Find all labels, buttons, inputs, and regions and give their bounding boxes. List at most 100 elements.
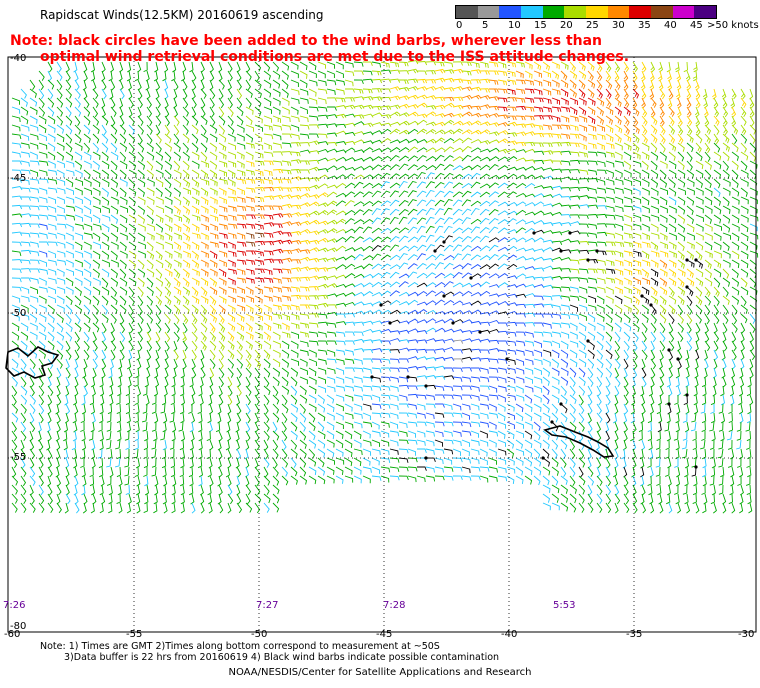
wind-barb (11, 358, 19, 369)
wind-barb (605, 106, 614, 115)
wind-barb (326, 97, 337, 102)
wind-barb (425, 172, 435, 180)
wind-barb (630, 412, 635, 424)
wind-barb (245, 70, 252, 81)
wind-barb (587, 241, 598, 247)
wind-barb (704, 115, 710, 127)
wind-barb (452, 282, 464, 288)
wind-barb (74, 475, 79, 487)
wind-barb (92, 259, 101, 269)
wind-barb (677, 214, 686, 224)
wind-barb (578, 151, 588, 158)
wind-barb (434, 375, 446, 380)
wind-barb (407, 291, 419, 297)
wind-barb (416, 309, 428, 315)
wind-barb (11, 448, 17, 460)
wind-barb (371, 236, 382, 243)
wind-barb (551, 106, 562, 112)
wind-barb (682, 484, 688, 495)
wind-barb (326, 293, 338, 298)
wind-barb (182, 142, 189, 153)
wind-barb (675, 421, 680, 433)
wind-barb (290, 204, 302, 210)
wind-barb (641, 439, 646, 451)
wind-barb (146, 349, 152, 361)
wind-barb (11, 97, 20, 105)
wind-barb (461, 70, 472, 76)
wind-barb (695, 250, 703, 261)
wind-barb (151, 466, 157, 477)
wind-barb (162, 493, 167, 505)
wind-barb (623, 493, 630, 505)
wind-barb (263, 232, 274, 238)
wind-barb (182, 151, 190, 161)
wind-barb (299, 202, 311, 207)
wind-barb (371, 244, 382, 252)
wind-barb (198, 430, 203, 442)
wind-barb (236, 106, 244, 117)
wind-barb (173, 97, 178, 109)
wind-barb (11, 331, 20, 341)
wind-barb (389, 349, 401, 354)
wind-barb (704, 250, 713, 259)
wind-barb (596, 97, 605, 107)
wind-barb (11, 277, 22, 283)
wind-barb (380, 200, 391, 207)
wind-barb (614, 493, 621, 505)
contamination-circle (685, 285, 689, 289)
wind-barb (596, 79, 603, 90)
wind-barb (151, 421, 157, 432)
wind-barb (740, 349, 745, 361)
wind-barb (461, 475, 472, 481)
wind-barb (569, 70, 578, 80)
wind-barb (461, 129, 473, 135)
wind-barb (533, 175, 545, 180)
wind-barb (20, 259, 31, 265)
wind-barb (188, 484, 194, 496)
wind-barb (308, 367, 317, 377)
wind-barb (65, 61, 70, 73)
wind-barb (155, 241, 164, 250)
wind-barb (209, 178, 218, 187)
wind-barb (461, 165, 473, 171)
wind-barb (218, 259, 227, 268)
contamination-circle (586, 258, 590, 262)
wind-barb (73, 484, 78, 496)
wind-barb (236, 115, 244, 126)
wind-barb (353, 367, 364, 373)
wind-barb (344, 113, 356, 118)
wind-barb (614, 151, 623, 160)
wind-barb (560, 214, 572, 219)
wind-barb (515, 79, 526, 85)
wind-barb (596, 430, 602, 442)
wind-barb (605, 493, 612, 505)
wind-barb (380, 340, 391, 345)
wind-barb (686, 313, 693, 325)
wind-barb (47, 124, 56, 133)
wind-barb (704, 196, 713, 206)
wind-barb (236, 412, 242, 424)
wind-barb (497, 114, 509, 120)
wind-barb (657, 421, 662, 433)
wind-barb (37, 421, 42, 433)
wind-barb (344, 70, 355, 77)
wind-barb (713, 313, 720, 325)
wind-barb (641, 268, 650, 278)
wind-barb (308, 412, 316, 423)
wind-barb (73, 421, 78, 433)
wind-barb (263, 124, 273, 131)
wind-barb (227, 367, 234, 378)
wind-barb (551, 275, 563, 280)
wind-barb (596, 268, 607, 275)
wind-barb (119, 340, 125, 352)
wind-barb (416, 128, 428, 135)
wind-barb (623, 385, 629, 397)
wind-barb (704, 268, 712, 278)
wind-barb (632, 331, 639, 342)
wind-barb (443, 281, 454, 288)
wind-barb (702, 88, 708, 100)
wind-barb (290, 349, 299, 358)
wind-barb (623, 268, 633, 276)
wind-barb (299, 475, 308, 485)
wind-barb (153, 70, 158, 82)
